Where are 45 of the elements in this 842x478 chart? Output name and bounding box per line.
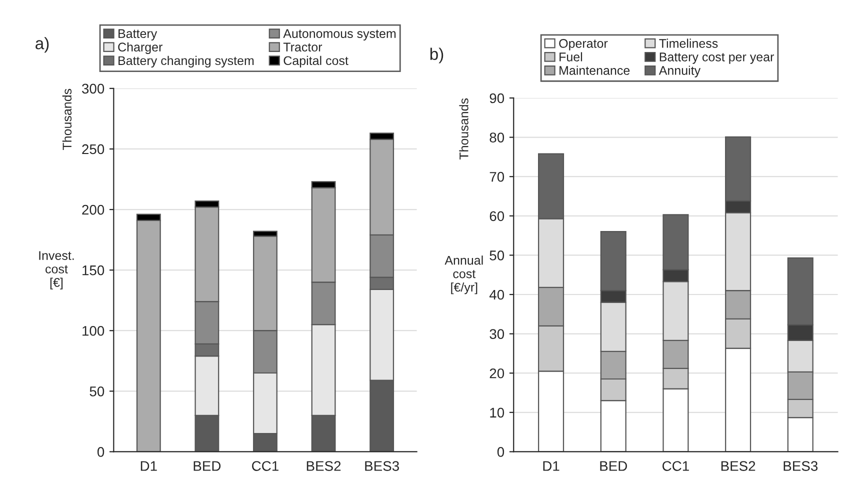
- chart-title: b): [430, 48, 444, 64]
- legend-label: Charger: [118, 42, 162, 54]
- x-tick-label: D1: [543, 461, 560, 471]
- x-tick-label: BES3: [365, 461, 399, 471]
- y-axis-title: Annual cost [€/yr]: [444, 256, 483, 294]
- y-tick-label: 100: [82, 326, 104, 336]
- chart-title: a): [36, 37, 49, 53]
- y-tick-label: 50: [90, 386, 104, 396]
- legend-label: Timeliness: [659, 38, 718, 48]
- text: Thousands: [459, 98, 468, 160]
- y-tick-label: 10: [490, 408, 504, 418]
- text: Thousands: [62, 88, 72, 150]
- x-tick-label: BES2: [721, 461, 756, 471]
- y-tick-label: 200: [82, 204, 104, 215]
- legend-label: Autonomous system: [283, 29, 396, 40]
- y-tick-label: 40: [489, 290, 504, 300]
- y-tick-label: 0: [497, 447, 504, 457]
- legend-label: Fuel: [560, 52, 582, 62]
- legend-label: Battery: [118, 29, 158, 40]
- x-tick-label: BES3: [784, 461, 818, 471]
- y-tick-label: 90: [490, 93, 504, 104]
- x-tick-label: BES2: [306, 461, 341, 471]
- y-tick-label: 20: [490, 368, 504, 378]
- x-tick-label: CC1: [662, 461, 689, 471]
- y-tick-label: 250: [82, 144, 104, 154]
- legend-label: Tractor: [283, 42, 322, 52]
- legend-label: Battery cost per year: [660, 52, 774, 64]
- y-tick-label: 60: [490, 211, 504, 222]
- x-tick-label: CC1: [252, 461, 278, 471]
- y-tick-label: 50: [490, 250, 504, 260]
- legend-label: Capital cost: [284, 56, 348, 68]
- y-tick-label: 150: [82, 265, 104, 276]
- y-tick-label: 300: [82, 84, 104, 94]
- legend-label: Annuity: [658, 66, 701, 78]
- y-tick-label: 30: [490, 329, 504, 339]
- x-tick-label: BED: [600, 461, 627, 471]
- legend-label: Battery changing system: [118, 56, 254, 68]
- y-axis-title: Invest. cost [€]: [39, 251, 74, 290]
- x-tick-label: D1: [140, 461, 157, 471]
- y-tick-label: 70: [490, 172, 504, 182]
- legend-label: Operator: [559, 39, 608, 50]
- y-tick-label: 80: [490, 132, 504, 142]
- x-tick-label: BED: [194, 461, 221, 471]
- legend-label: Maintenance: [560, 66, 630, 75]
- y-tick-label: 0: [97, 447, 104, 457]
